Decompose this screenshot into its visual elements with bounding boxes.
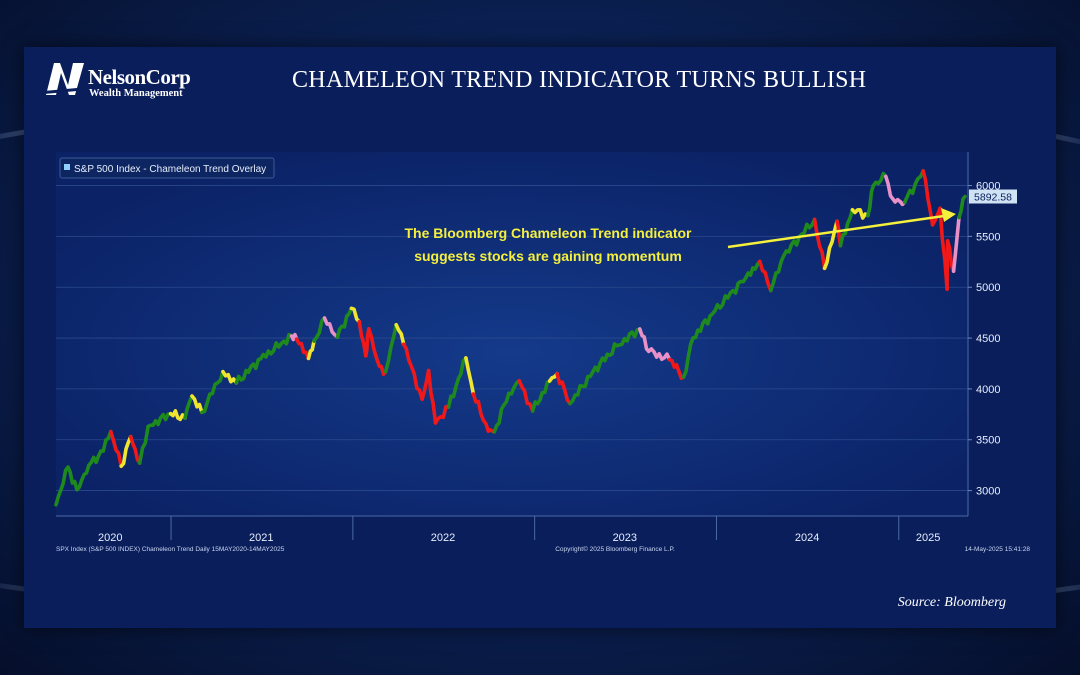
trend-segment-neutral — [168, 409, 187, 422]
trend-segment-bearish — [433, 404, 451, 425]
trend-segment-bearish — [367, 327, 382, 368]
x-tick-label: 2025 — [916, 532, 940, 544]
plot-area — [56, 152, 968, 516]
x-tick-label: 2024 — [795, 532, 819, 544]
logo-subtitle: Wealth Management — [89, 88, 183, 99]
price-series — [54, 169, 967, 507]
trend-segment-neutral — [306, 339, 316, 361]
trend-segment-bullish — [101, 429, 113, 453]
trend-segment-bullish — [75, 463, 91, 492]
trend-segment-bullish — [957, 194, 967, 220]
trend-segment-bullish — [838, 208, 855, 248]
annotation-arrow — [727, 214, 945, 249]
y-tick-label: 3000 — [976, 486, 1000, 498]
trend-segment-bullish — [335, 306, 354, 339]
trend-segment-bearish — [555, 371, 572, 406]
trend-segment-bearish — [471, 392, 491, 433]
trend-segment-bearish — [426, 368, 438, 425]
trend-segment-bearish — [109, 429, 123, 468]
trend-segment-bearish — [517, 379, 535, 413]
trend-segment-caution — [322, 316, 340, 339]
trend-segment-bullish — [383, 323, 398, 374]
trend-segment-neutral — [394, 323, 406, 346]
trend-segment-bullish — [258, 332, 294, 361]
y-tick-label: 3500 — [976, 435, 1000, 447]
trend-segment-neutral — [464, 356, 476, 396]
y-tick-label: 4500 — [976, 333, 1000, 345]
trend-segment-neutral — [822, 219, 839, 271]
trend-segment-bullish — [713, 275, 748, 313]
trend-segment-bearish — [401, 342, 424, 401]
annotation-line-1: The Bloomberg Chameleon Trend indicator — [404, 225, 692, 241]
logo-name: NelsonCorp — [88, 65, 191, 89]
page-title: CHAMELEON TREND INDICATOR TURNS BULLISH — [292, 67, 867, 93]
trend-segment-caution — [638, 327, 651, 354]
trend-segment-bullish — [902, 169, 925, 204]
legend-label: S&P 500 Index - Chameleon Trend Overlay — [74, 164, 266, 175]
trend-segment-bearish — [294, 337, 311, 361]
trend-segment-bullish — [568, 369, 595, 406]
trend-segment-neutral — [850, 208, 870, 220]
trend-segment-bullish — [54, 465, 70, 507]
x-tick-label: 2020 — [98, 532, 122, 544]
trend-segment-bearish — [945, 239, 950, 291]
trend-segment-bullish — [744, 259, 762, 280]
trend-segment-bearish — [921, 169, 935, 227]
trend-segment-bullish — [200, 369, 225, 415]
trend-segment-neutral — [119, 434, 133, 468]
trend-segment-bullish — [66, 465, 79, 492]
trend-segment-caution — [891, 197, 907, 207]
trend-segment-bullish — [492, 391, 511, 434]
trend-segment-bullish — [591, 342, 619, 374]
trend-segment-bullish — [87, 449, 106, 467]
trend-segment-bullish — [137, 424, 150, 465]
annotation-line-2: suggests stocks are gaining momentum — [414, 248, 682, 264]
trend-segment-bullish — [681, 336, 695, 379]
trend-segment-neutral — [190, 394, 204, 415]
trend-segment-bullish — [866, 183, 876, 218]
x-tick-label: 2023 — [613, 532, 637, 544]
trend-segment-bullish — [146, 411, 173, 429]
source-note: Source: Bloomberg — [897, 595, 1006, 610]
trend-segment-bullish — [446, 356, 468, 409]
trend-segment-bullish — [312, 316, 327, 343]
trend-segment-bullish — [507, 379, 521, 396]
last-price-box — [969, 189, 1017, 204]
legend-swatch — [64, 164, 70, 170]
y-tick-label: 4000 — [976, 384, 1000, 396]
trend-segment-bullish — [234, 356, 263, 385]
last-price-label: 5892.58 — [974, 192, 1012, 204]
trend-segment-bullish — [530, 379, 552, 413]
trend-segment-bullish — [691, 308, 717, 340]
trend-segment-bearish — [812, 217, 827, 271]
footer-left: SPX Index (S&P 500 INDEX) Chameleon Tren… — [56, 546, 285, 553]
trend-segment-caution — [951, 215, 961, 273]
trend-segment-bullish — [871, 171, 888, 188]
trend-segment-bearish — [128, 434, 142, 465]
trend-segment-neutral — [221, 369, 239, 385]
x-tick-label: 2022 — [431, 532, 455, 544]
trend-segment-bearish — [357, 320, 368, 358]
x-tick-label: 2021 — [249, 532, 273, 544]
trend-segment-bullish — [769, 254, 786, 293]
nelsoncorp-logo: NelsonCorp Wealth Management — [44, 61, 204, 101]
footer-timestamp: 14-May-2025 15:41:28 — [965, 546, 1031, 553]
y-tick-label: 5000 — [976, 282, 1000, 294]
trend-segment-caution — [289, 332, 299, 342]
legend-box — [59, 157, 275, 179]
x-axis-ticks: 2020 2021 2022 2023 2024 2025 — [98, 516, 940, 544]
nelsoncorp-n-logo-icon — [44, 63, 88, 95]
trend-segment-neutral — [349, 306, 362, 324]
trend-segment-bullish — [183, 394, 194, 420]
trend-segment-caution — [646, 347, 672, 362]
y-tick-label: 5500 — [976, 231, 1000, 243]
trend-segment-caution — [884, 174, 895, 201]
footer-copyright: Copyright© 2025 Bloomberg Finance L.P. — [555, 545, 675, 553]
annotation-arrowhead — [941, 208, 956, 222]
trend-segment-bearish — [667, 357, 686, 380]
trend-segment-bullish — [615, 327, 642, 348]
trend-segment-bearish — [758, 259, 773, 293]
